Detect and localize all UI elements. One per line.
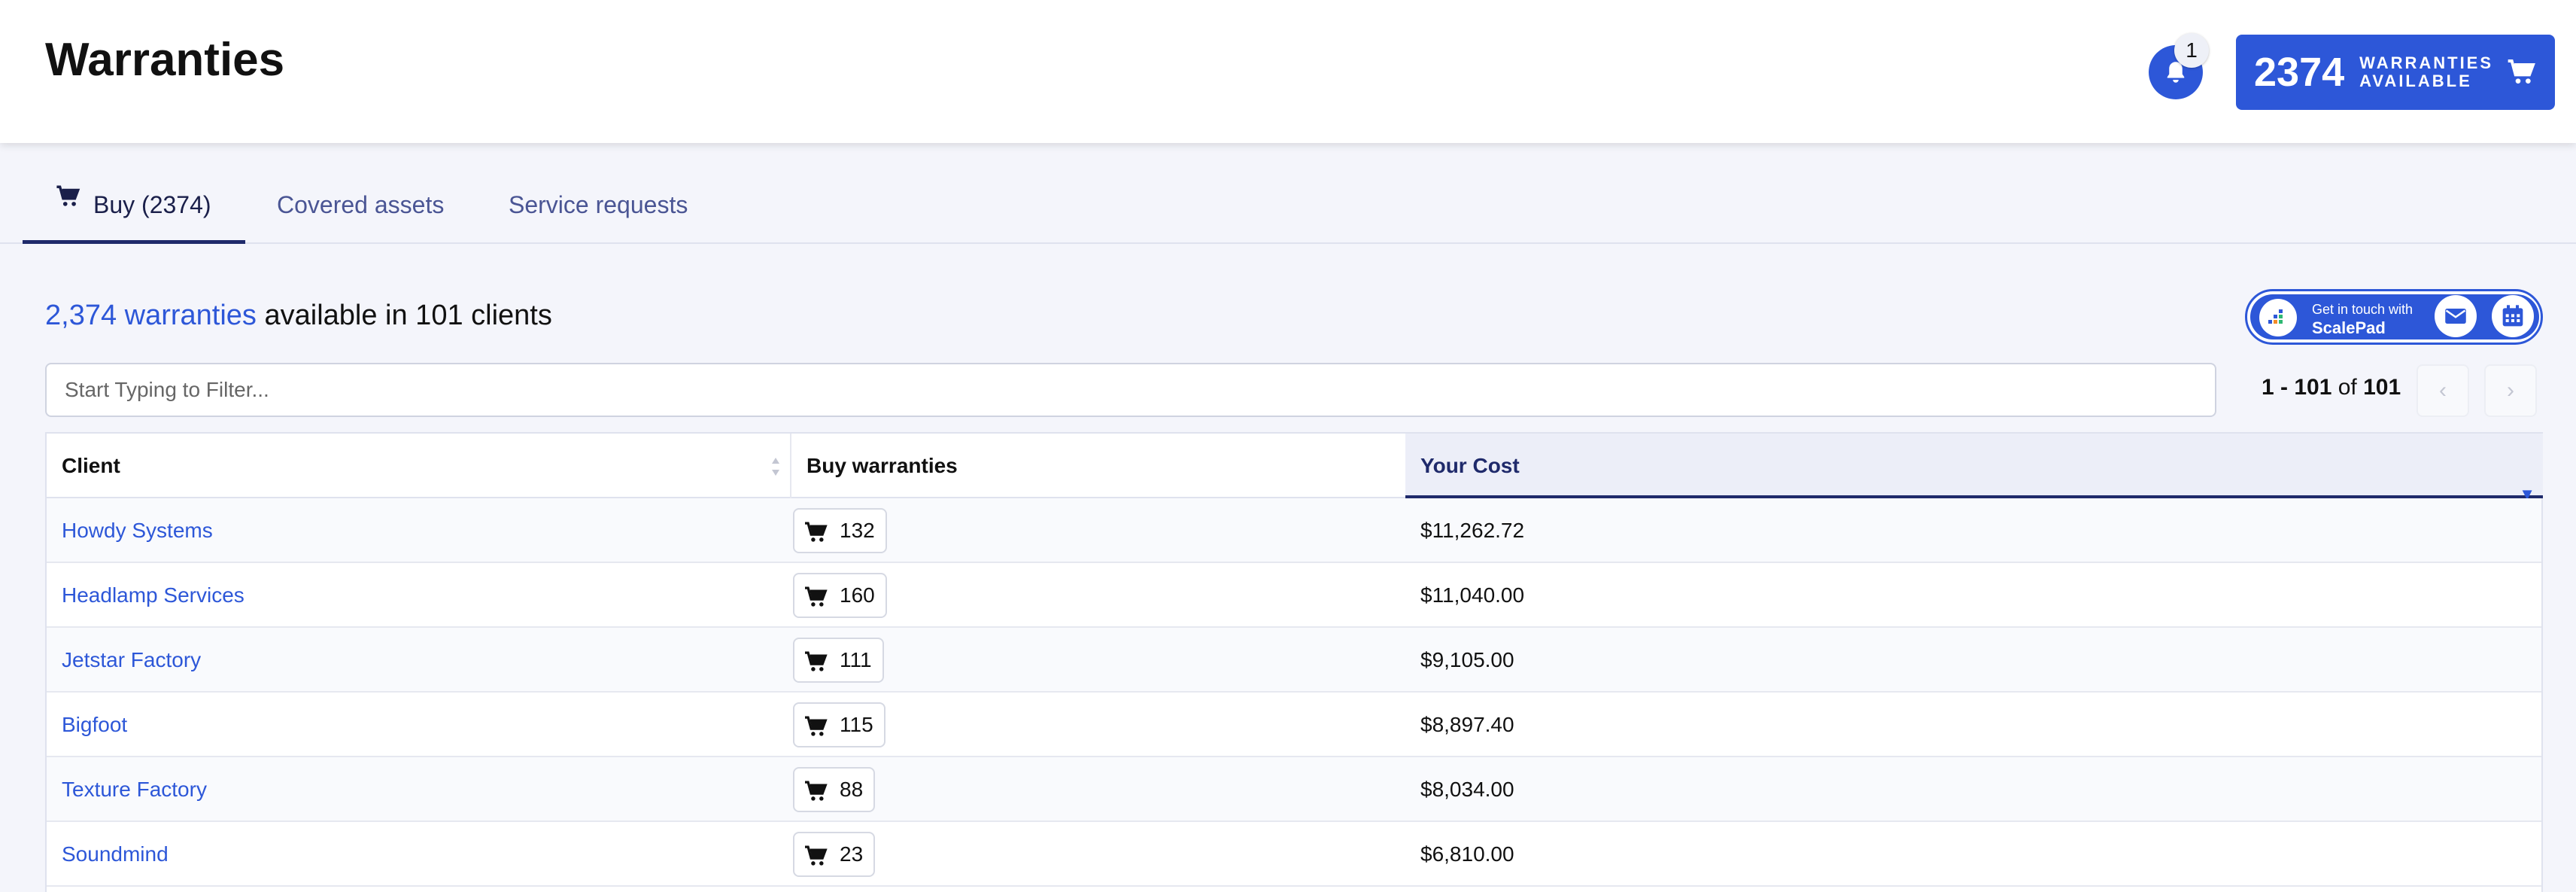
summary-text: available in 101 clients [256,300,552,331]
cart-icon [805,781,828,801]
column-header-buy-warranties[interactable]: Buy warranties [791,434,1451,498]
buy-warranties-button[interactable]: 88 [793,767,876,812]
buy-count: 160 [840,583,875,607]
table-row: Texture Factory 88 $8,034.00 [47,757,2541,822]
warranties-summary: 2,374 warranties available in 101 client… [45,300,552,332]
client-link[interactable]: Howdy Systems [62,519,213,542]
your-cost: $9,105.00 [1420,648,1514,671]
available-label-line2: AVAILABLE [2359,72,2472,90]
pagination-range: 1 - 101 [2262,375,2332,400]
buy-warranties-button[interactable]: 111 [793,638,884,683]
client-link[interactable]: Soundmind [62,842,169,866]
buy-warranties-button[interactable]: 160 [793,573,887,618]
buy-warranties-button[interactable]: 115 [793,702,886,747]
your-cost: $11,262.72 [1420,519,1525,542]
client-link[interactable]: Jetstar Factory [62,648,202,671]
available-label-line1: WARRANTIES [2359,53,2494,72]
column-header-client[interactable]: Client [47,434,791,498]
pagination-total: 101 [2363,375,2401,400]
sort-icon [772,458,779,476]
scalepad-line1: Get in touch with [2312,302,2413,317]
buy-warranties-button[interactable]: 23 [793,832,876,877]
table-row: Bigfoot 115 $8,897.40 [47,693,2541,757]
previous-page-button[interactable]: ‹ [2417,364,2469,417]
bell-icon [2167,62,2185,83]
scalepad-logo-icon [2259,299,2297,336]
client-link[interactable]: Texture Factory [62,778,207,801]
tab-buy[interactable]: Buy (2374) [23,185,245,244]
warranties-available-button[interactable]: 2374 WARRANTIES AVAILABLE [2236,35,2555,110]
your-cost: $11,040.00 [1420,583,1525,607]
buy-count: 132 [840,519,875,542]
buy-count: 111 [840,648,872,671]
your-cost: $8,897.40 [1420,713,1514,736]
cart-icon [805,845,828,866]
cart-icon [805,586,828,607]
table-row: Jetstar Factory 111 $9,105.00 [47,628,2541,693]
tab-service-requests[interactable]: Service requests [509,191,688,218]
tab-bar: Buy (2374) Covered assets Service reques… [0,143,2576,244]
notification-count-badge: 1 [2174,33,2209,68]
available-count: 2374 [2254,50,2345,95]
available-label: WARRANTIES AVAILABLE [2359,54,2502,90]
column-header-your-cost[interactable]: Your Cost ▼ [1405,434,2543,504]
cart-icon [2508,59,2535,84]
buy-count: 88 [840,778,864,801]
cart-icon [805,651,828,671]
filter-input[interactable] [45,363,2216,417]
your-cost: $6,810.00 [1420,842,1514,866]
table-row: Headlamp Services 160 $11,040.00 [47,563,2541,628]
calendar-icon [2502,305,2523,327]
tab-covered-assets[interactable]: Covered assets [277,191,445,218]
cart-icon [805,522,828,542]
warranties-count-link[interactable]: 2,374 warranties [45,300,257,331]
column-header-cost-label: Your Cost [1420,454,1520,477]
client-link[interactable]: Headlamp Services [62,583,245,607]
next-page-button[interactable]: › [2484,364,2537,417]
column-header-buy-label: Buy warranties [807,454,958,477]
your-cost: $8,034.00 [1420,778,1514,801]
app-header: Warranties 1 2374 WARRANTIES AVAILABLE [0,0,2576,143]
clients-table: Client Buy warranties Your Cost ▼ Howdy … [45,432,2543,892]
client-link[interactable]: Bigfoot [62,713,128,736]
table-header: Client Buy warranties Your Cost ▼ [47,434,2543,504]
buy-count: 23 [840,842,864,866]
buy-warranties-button[interactable]: 132 [793,508,887,553]
mail-icon [2445,309,2466,324]
buy-count: 115 [840,713,873,736]
cart-icon [56,185,80,206]
page-title: Warranties [45,34,285,86]
pagination-of: of [2331,375,2364,400]
table-row: Howdy Systems 132 $11,262.72 [47,498,2541,563]
pagination-info: 1 - 101 of 101 [2262,375,2401,400]
cart-icon [805,716,828,736]
scalepad-line2: ScalePad [2312,318,2386,337]
tab-buy-label: Buy (2374) [93,191,211,218]
email-scalepad-button[interactable] [2435,295,2477,337]
column-header-client-label: Client [62,454,120,477]
table-row: Soundmind 23 $6,810.00 [47,822,2541,887]
schedule-scalepad-button[interactable] [2492,295,2534,337]
